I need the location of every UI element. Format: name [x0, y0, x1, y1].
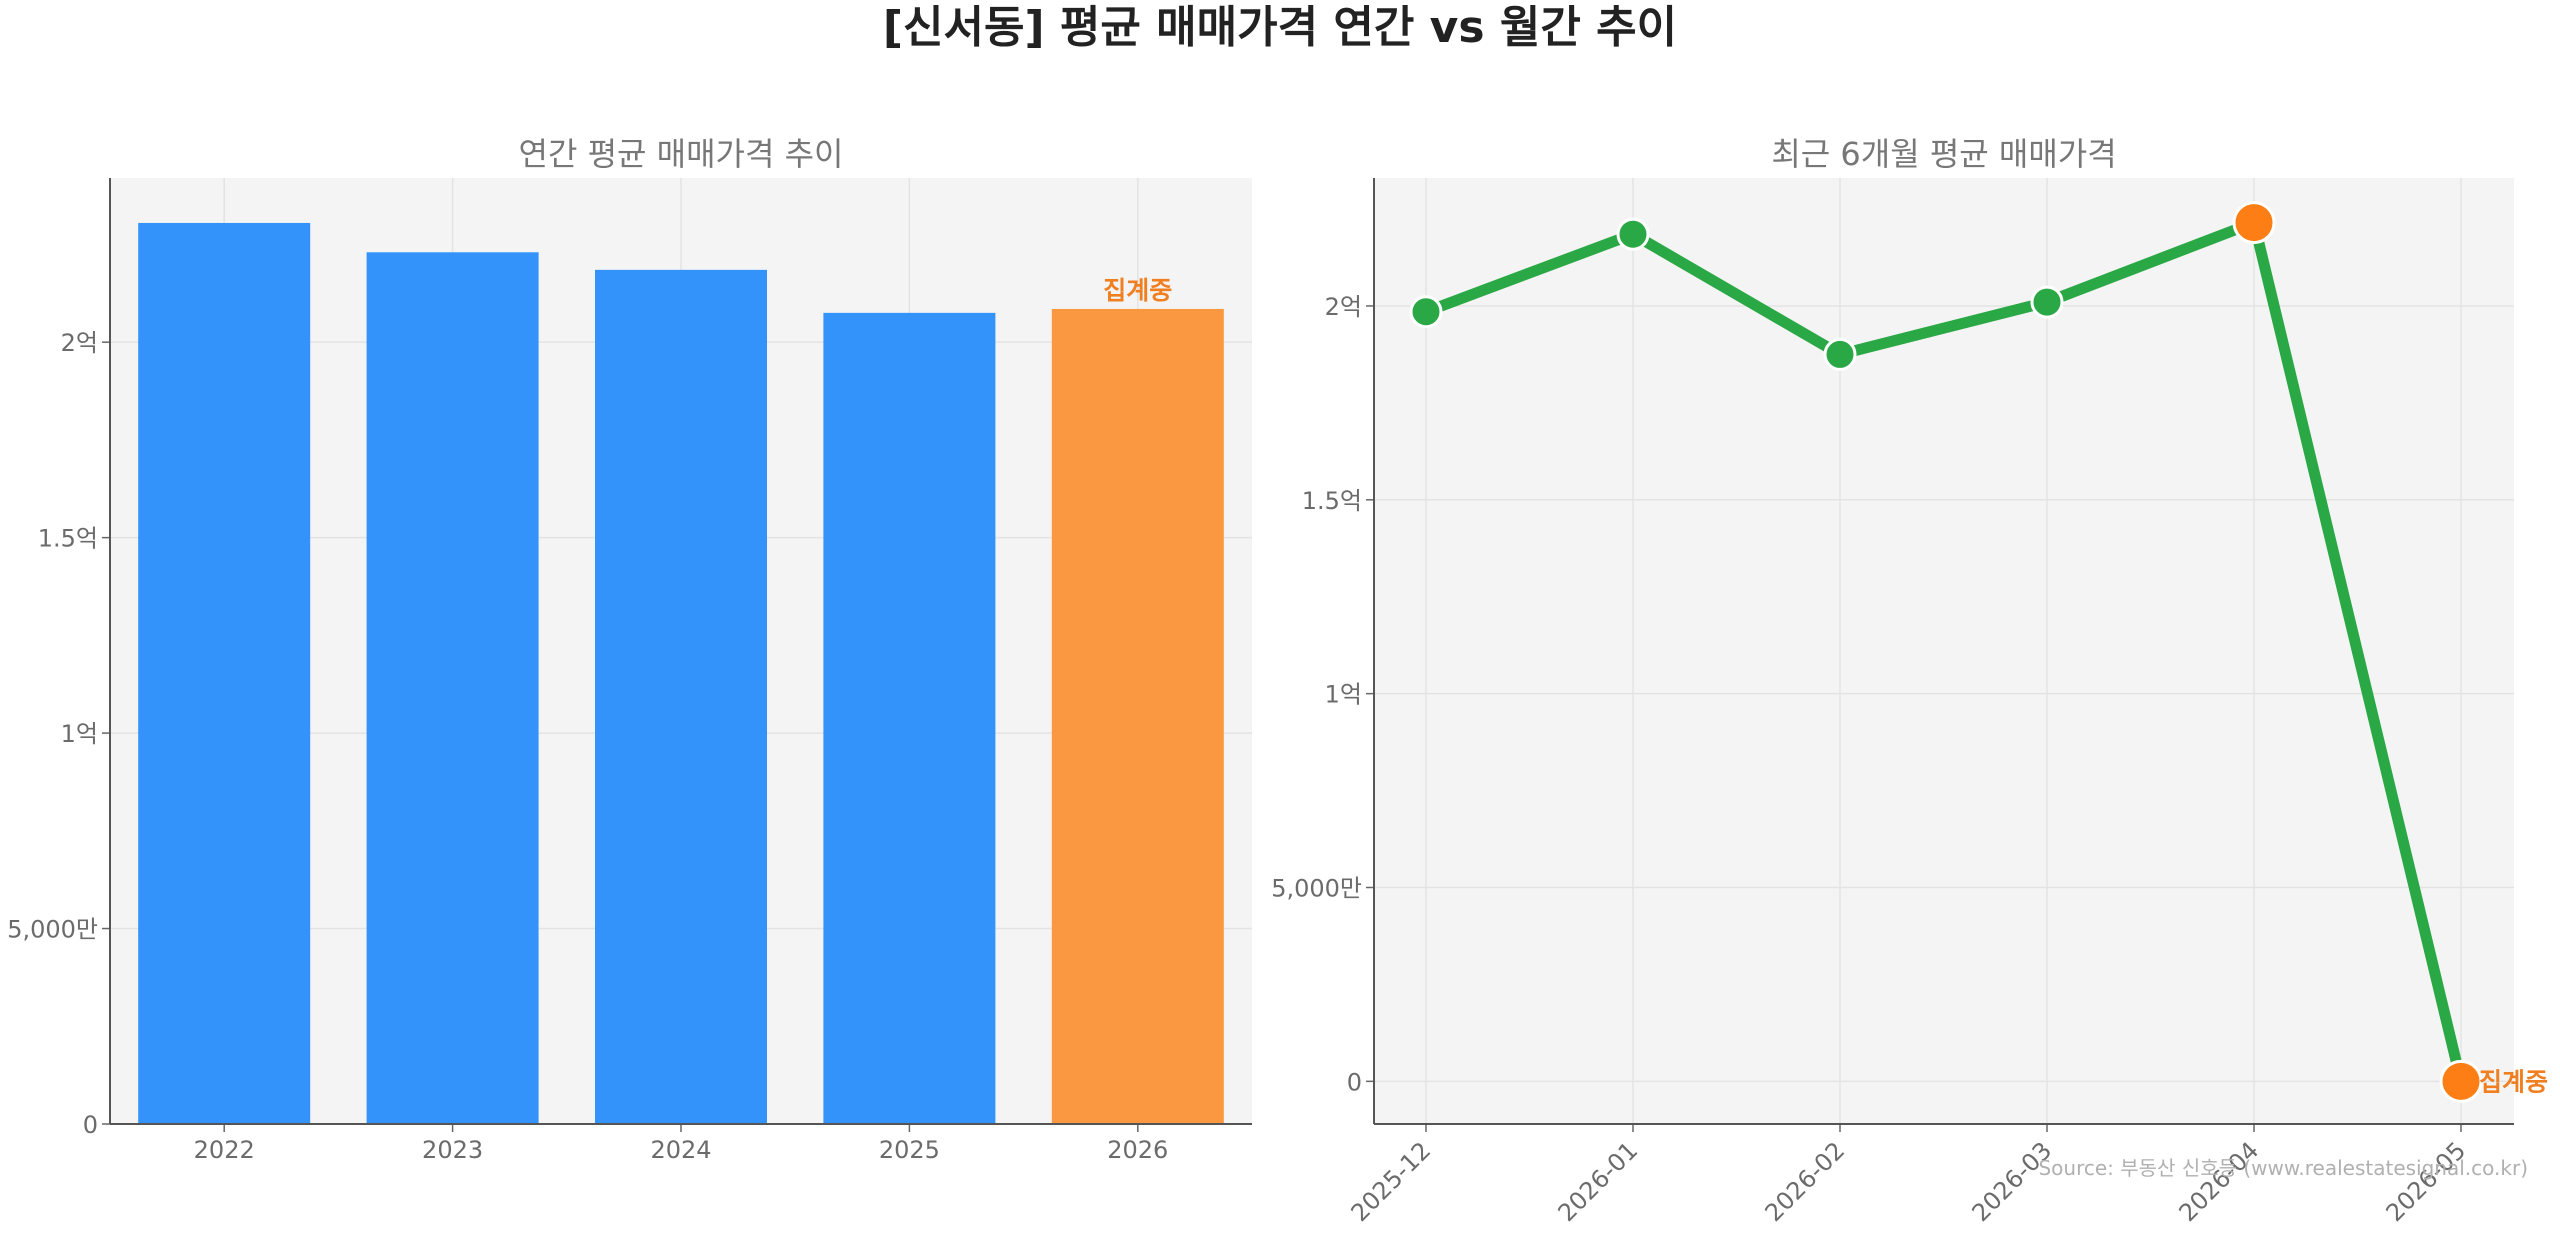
x-tick-label: 2026: [1107, 1136, 1168, 1164]
chart-title: 연간 평균 매매가격 추이: [519, 135, 844, 173]
y-tick-label: 1억: [1325, 681, 1362, 709]
x-tick-label: 2025-12: [1346, 1136, 1437, 1227]
y-tick-label: 5,000만: [7, 916, 98, 944]
x-tick-label: 2024: [650, 1136, 711, 1164]
price-line: [1420, 217, 2467, 1087]
x-tick-label: 2026-05: [2381, 1136, 2472, 1227]
x-tick-label: 2023: [422, 1136, 483, 1164]
x-tick-label: 2025: [879, 1136, 940, 1164]
bar-2025: [823, 312, 996, 1124]
chart-title: 최근 6개월 평균 매매가격: [1771, 135, 2116, 173]
point-2026-04: [2232, 201, 2276, 245]
bar-2024: [595, 269, 767, 1124]
y-tick-label: 5,000만: [1271, 875, 1362, 903]
y-tick-label: 2억: [1325, 293, 1362, 321]
point-2026-03: [2030, 285, 2064, 319]
point-2026-02: [1823, 337, 1857, 371]
x-tick-label: 2026-02: [1760, 1136, 1851, 1227]
y-tick-label: 1.5억: [38, 525, 98, 553]
bar-2022: [138, 222, 311, 1125]
bar-2023: [366, 252, 539, 1125]
figure-title: [신서동] 평균 매매가격 연간 vs 월간 추이: [883, 2, 1677, 53]
y-tick-label: 1억: [61, 720, 98, 748]
y-tick-label: 0: [83, 1111, 98, 1139]
point-2025-12: [1409, 295, 1443, 329]
x-tick-label: 2026-03: [1967, 1136, 2058, 1227]
bar-2026: [1051, 308, 1224, 1124]
annual-bar-chart: 연간 평균 매매가격 추이 0 5,000만 1억 1.5억 2억 2022 2023 2024…: [7, 135, 1252, 1164]
monthly-line-chart: 최근 6개월 평균 매매가격 0 5,000만 1억 1.5억 2억 2025-12 2026…: [1271, 135, 2548, 1227]
x-tick-label: 2022: [194, 1136, 255, 1164]
y-tick-label: 1.5억: [1302, 487, 1362, 515]
plot-area: [1374, 178, 2514, 1124]
source-note: Source: 부동산 신호등 (www.realestatesignal.co…: [2038, 1156, 2528, 1180]
point-2026-01: [1616, 217, 1650, 251]
y-tick-label: 2억: [61, 329, 98, 357]
x-tick-label: 2026-04: [2174, 1136, 2265, 1227]
point-2026-05: [2439, 1059, 2483, 1103]
y-tick-label: 0: [1347, 1068, 1362, 1096]
in-progress-label: 집계중: [1103, 276, 1172, 305]
in-progress-label: 집계중: [2479, 1067, 2548, 1096]
x-tick-label: 2026-01: [1553, 1136, 1644, 1227]
